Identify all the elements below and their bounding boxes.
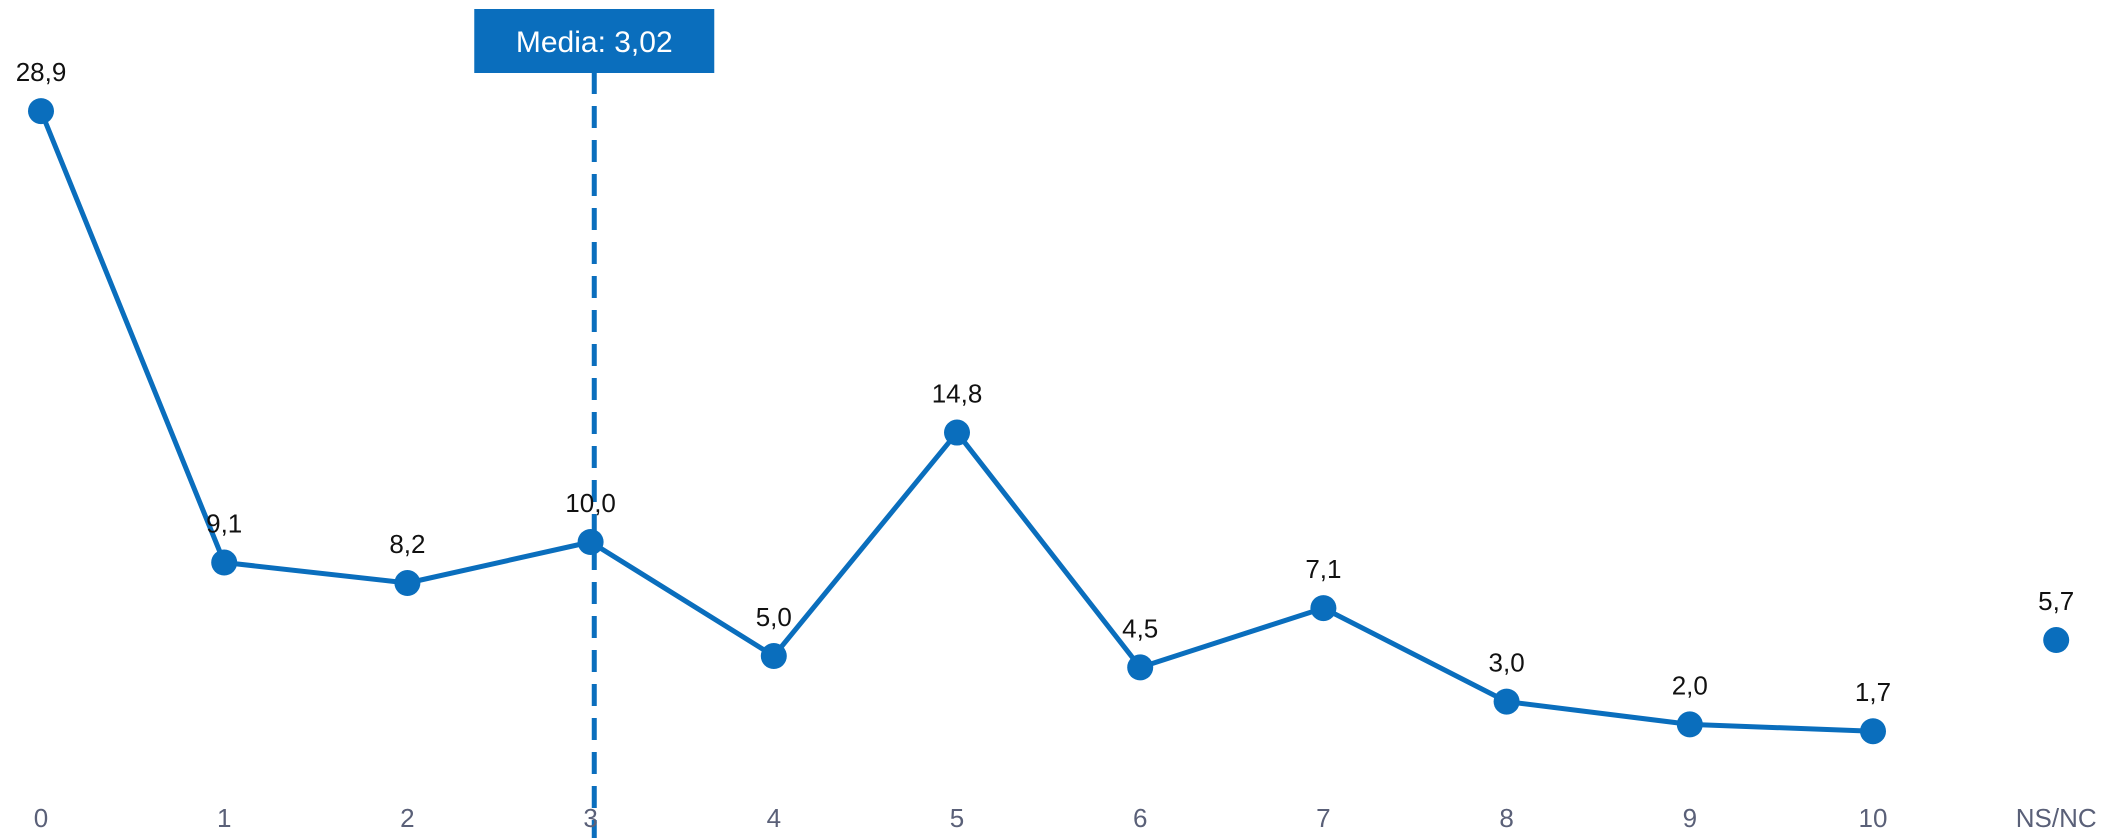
x-tick-label: 8 <box>1499 803 1513 833</box>
x-tick-label: 10 <box>1859 803 1888 833</box>
data-label: 3,0 <box>1489 648 1525 678</box>
data-label: 8,2 <box>389 529 425 559</box>
data-label: 14,8 <box>932 379 983 409</box>
x-tick-label: 9 <box>1683 803 1697 833</box>
data-label: 7,1 <box>1305 554 1341 584</box>
x-tick-label: 4 <box>767 803 781 833</box>
data-label: 9,1 <box>206 509 242 539</box>
x-tick-label: 0 <box>34 803 48 833</box>
data-point <box>760 643 787 669</box>
x-tick-label: 6 <box>1133 803 1147 833</box>
data-label: 5,0 <box>756 602 792 632</box>
x-tick-label: 2 <box>400 803 414 833</box>
x-tick-label: 3 <box>583 803 597 833</box>
data-point <box>1676 711 1703 738</box>
data-labels: 28,9 9,1 8,2 10,0 5,0 14,8 4,5 7,1 3,0 2,0 1,7 5,7 <box>16 57 2075 707</box>
data-label: 28,9 <box>16 57 67 87</box>
x-tick-label: 7 <box>1316 803 1330 833</box>
data-point <box>1493 688 1520 715</box>
data-point <box>1860 718 1886 745</box>
data-point <box>28 98 54 125</box>
data-point <box>2043 627 2070 654</box>
data-point <box>394 570 421 597</box>
x-tick-label: 1 <box>217 803 231 833</box>
data-point <box>1310 595 1337 622</box>
x-axis-tick-labels: 0 1 2 3 4 5 6 7 8 9 10 NS/NC <box>34 803 2097 833</box>
data-label: 2,0 <box>1672 670 1708 700</box>
data-point <box>211 549 238 576</box>
x-tick-label: NS/NC <box>2016 803 2097 833</box>
data-point <box>1127 654 1154 681</box>
mean-label: Media: 3,02 <box>516 26 673 59</box>
data-label: 5,7 <box>2038 586 2074 616</box>
mean-label-box <box>474 9 715 73</box>
data-label: 10,0 <box>565 488 616 518</box>
data-label: 4,5 <box>1122 613 1158 643</box>
data-points <box>28 98 2070 745</box>
data-point <box>577 529 604 555</box>
x-tick-label: 5 <box>950 803 964 833</box>
data-point <box>944 419 970 446</box>
data-label: 1,7 <box>1855 677 1891 707</box>
